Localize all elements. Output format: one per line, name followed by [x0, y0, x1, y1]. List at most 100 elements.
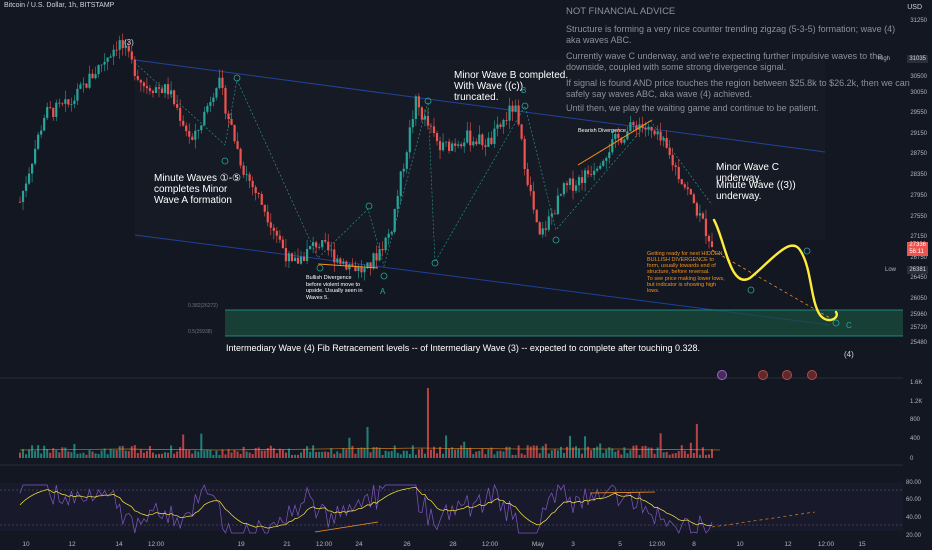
volume-bar	[439, 446, 442, 458]
volume-bar	[278, 448, 281, 458]
volume-bar	[432, 446, 435, 458]
volume-bar	[499, 450, 502, 458]
volume-bar	[46, 448, 49, 458]
candle-body	[236, 141, 239, 149]
candle-body	[37, 134, 40, 149]
y-axis[interactable]: 31250 30500 30050 29550 29150 28750 28350 27950…	[906, 18, 928, 539]
y-tick-label: 27150	[910, 234, 927, 240]
rsi-bearish-div	[589, 491, 656, 494]
volume-bar	[61, 447, 64, 458]
volume-bar	[626, 453, 629, 458]
candle-body	[312, 242, 315, 246]
earnings-flag-icon[interactable]	[758, 370, 768, 380]
candle-body	[426, 115, 430, 126]
volume-bar	[620, 454, 623, 458]
volume-bar	[266, 447, 269, 458]
volume-bar	[167, 452, 170, 458]
candle-body	[568, 178, 572, 186]
candle-body	[517, 105, 520, 125]
candle-body	[689, 189, 692, 195]
volume-bar	[49, 452, 52, 458]
candle-body	[366, 262, 369, 269]
earnings-flag-icon[interactable]	[782, 370, 792, 380]
candle-body	[73, 100, 76, 105]
volume-bar	[19, 452, 21, 458]
candle-body	[417, 96, 420, 108]
candle-body	[583, 170, 587, 183]
candle-body	[336, 258, 339, 263]
candle-body	[629, 122, 632, 132]
wave-marker	[221, 157, 229, 165]
volume-bar	[556, 450, 559, 458]
volume-bar	[293, 454, 296, 458]
candle-body	[496, 124, 499, 129]
volume-bar	[139, 449, 142, 458]
candle-body	[308, 245, 312, 249]
rsi-tick-label: 40.00	[906, 515, 922, 521]
volume-bar	[154, 454, 157, 458]
candle-body	[429, 125, 433, 127]
x-axis[interactable]: 10 12 14 12:00 19 21 12:00 24 26 28 12:00 May 3 5 12:0…	[22, 541, 866, 548]
candle-body	[538, 222, 541, 235]
candle-body	[574, 185, 578, 191]
volume-bar	[76, 453, 79, 458]
volume-bar	[596, 446, 599, 458]
candle-body	[420, 107, 424, 120]
candle-body	[580, 177, 584, 183]
volume-bar	[390, 451, 393, 458]
candle-body	[254, 187, 257, 194]
volume-bar	[194, 450, 197, 458]
candle-body	[710, 241, 714, 248]
volume-bar	[608, 447, 611, 458]
volume-bar	[287, 448, 290, 458]
candle-body	[444, 141, 448, 143]
x-tick-label: May	[532, 541, 545, 548]
wave-label-B: B	[521, 86, 527, 95]
candle-body	[103, 61, 106, 65]
volume-bar	[94, 453, 97, 458]
candle-body	[550, 213, 553, 217]
fib-label-1: 0.382(26272)	[188, 303, 218, 309]
candle-body	[52, 107, 55, 117]
wave-label-A: A	[380, 287, 386, 296]
y-tick-label: 26050	[910, 296, 927, 302]
price-axis[interactable]	[903, 0, 932, 550]
fib-label-2: 0.5(25938)	[188, 329, 213, 335]
candle-body	[284, 248, 288, 262]
candle-body	[590, 174, 593, 175]
x-tick-label: 8	[692, 541, 696, 548]
volume-bar	[378, 447, 381, 458]
volume-bar	[360, 447, 363, 458]
candle-body	[188, 131, 191, 137]
candle-body	[647, 126, 650, 130]
candle-body	[623, 139, 626, 143]
candle-body	[487, 137, 490, 147]
volume-bar	[151, 452, 154, 458]
candle-body	[173, 90, 176, 105]
candle-body	[393, 208, 396, 232]
volume-bar	[330, 448, 333, 458]
volume-bar	[451, 447, 454, 458]
advice-paragraph-4: Until then, we play the waiting game and…	[566, 103, 819, 113]
hidden-divergence-note-2: To see price making lower lows, but indi…	[647, 276, 725, 294]
earnings-flag-icon[interactable]	[807, 370, 817, 380]
volume-tick-label: 1.2K	[910, 399, 922, 405]
volume-bar	[656, 447, 659, 458]
y-tick-label: 25960	[910, 312, 927, 318]
volume-bar	[130, 446, 133, 458]
volume-bar	[677, 451, 680, 458]
candle-body	[194, 130, 197, 140]
volume-bar	[396, 452, 399, 458]
event-icon[interactable]	[717, 370, 727, 380]
candle-body	[481, 134, 484, 146]
volume-bar	[206, 449, 209, 458]
volume-bar	[429, 449, 432, 458]
volume-bar	[532, 445, 535, 458]
candle-body	[40, 130, 43, 135]
high-value: 31035	[909, 56, 926, 62]
candle-body	[49, 107, 52, 108]
candle-body	[233, 124, 236, 142]
candle-body	[490, 137, 493, 144]
volume-bar	[303, 449, 306, 458]
